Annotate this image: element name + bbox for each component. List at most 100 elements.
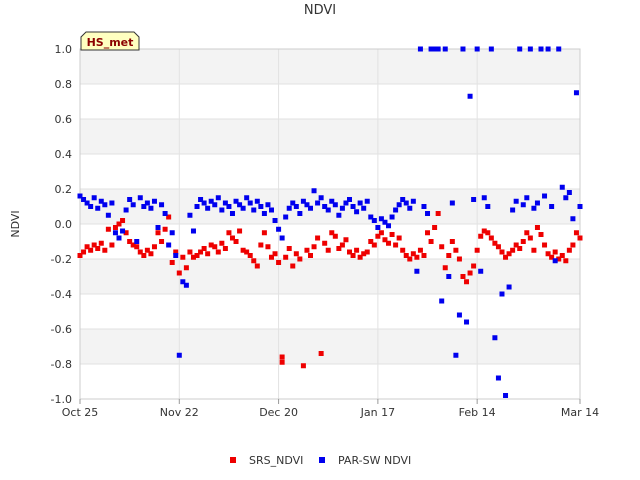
data-point [116,235,122,241]
plot-band [80,224,580,259]
data-point [410,251,416,257]
data-point [453,352,459,358]
data-point [524,195,530,201]
plot-band [80,49,580,84]
data-point [396,235,402,241]
data-point [293,204,299,209]
station-badge: HS_met [80,31,140,51]
data-point [456,256,462,262]
data-point [573,230,579,236]
data-point [283,254,289,260]
data-point [155,225,161,230]
y-tick-label: 0.6 [55,113,73,126]
data-point [403,200,409,206]
plot-frame [79,48,581,400]
data-point [400,197,406,202]
data-point [488,46,494,52]
data-point [478,268,484,274]
y-tick-label: -0.4 [51,288,72,301]
data-point [173,249,179,255]
data-point [542,242,548,248]
data-point [233,239,239,244]
data-point [503,254,509,260]
data-point [354,247,360,253]
data-point [300,198,306,204]
legend-label: SRS_NDVI [249,454,303,467]
x-axis-ticks: Oct 25 Nov 22 Dec 20 Jan 17 Feb 14 Mar 14 [62,399,599,419]
data-point [268,207,274,213]
data-point [205,251,211,257]
data-point [134,239,140,244]
data-point [425,211,431,216]
data-point [258,242,264,248]
data-point [95,205,101,211]
data-point [244,249,250,255]
y-tick-label: 0.8 [55,78,73,91]
data-point [272,251,278,257]
data-point [212,202,218,208]
series-srs-ndvi [77,211,583,369]
data-point [510,207,516,213]
data-point [527,46,533,52]
data-point [417,247,423,253]
data-point [531,247,537,253]
data-point [368,214,374,220]
data-point [534,200,540,206]
data-point [464,319,470,325]
data-point [102,247,108,253]
data-point [247,200,253,206]
data-point [95,246,101,251]
data-point [251,258,257,264]
data-point [127,197,133,202]
data-point [396,202,402,208]
data-point [456,312,462,318]
data-point [144,247,150,253]
data-point [247,253,253,258]
data-point [577,235,583,241]
y-tick-label: 1.0 [55,43,73,56]
data-point [77,193,83,199]
data-point [538,232,544,237]
y-tick-label: -0.8 [51,358,72,371]
data-point [428,46,434,52]
data-point [481,195,487,201]
data-point [208,198,214,204]
data-point [81,249,87,255]
data-point [347,249,353,255]
data-point [166,214,172,220]
data-point [215,195,221,201]
data-point [109,200,115,206]
data-point [109,242,115,248]
data-point [506,251,512,257]
data-point [268,254,274,260]
data-point [190,228,196,234]
data-point [130,242,136,248]
data-point [499,249,505,255]
data-point [198,197,204,202]
data-point [549,204,555,209]
y-tick-label: -1.0 [51,393,72,406]
data-point [545,46,551,52]
data-point [503,393,509,398]
data-point [449,239,455,244]
data-point [382,237,388,243]
data-point [166,242,172,248]
data-point [421,253,427,258]
plot-band [80,119,580,154]
data-point [286,246,292,251]
data-point [261,211,267,216]
badge-shape [80,31,140,51]
data-point [499,291,505,297]
data-point [105,226,111,232]
data-point [290,200,296,206]
data-point [471,197,477,202]
data-point [279,354,285,360]
data-point [478,233,484,239]
badge-label: HS_met [87,36,134,49]
data-point [141,204,147,209]
data-point [229,235,235,241]
data-point [201,200,207,206]
plot-band [80,84,580,119]
data-point [414,268,420,274]
plot-band [80,259,580,294]
